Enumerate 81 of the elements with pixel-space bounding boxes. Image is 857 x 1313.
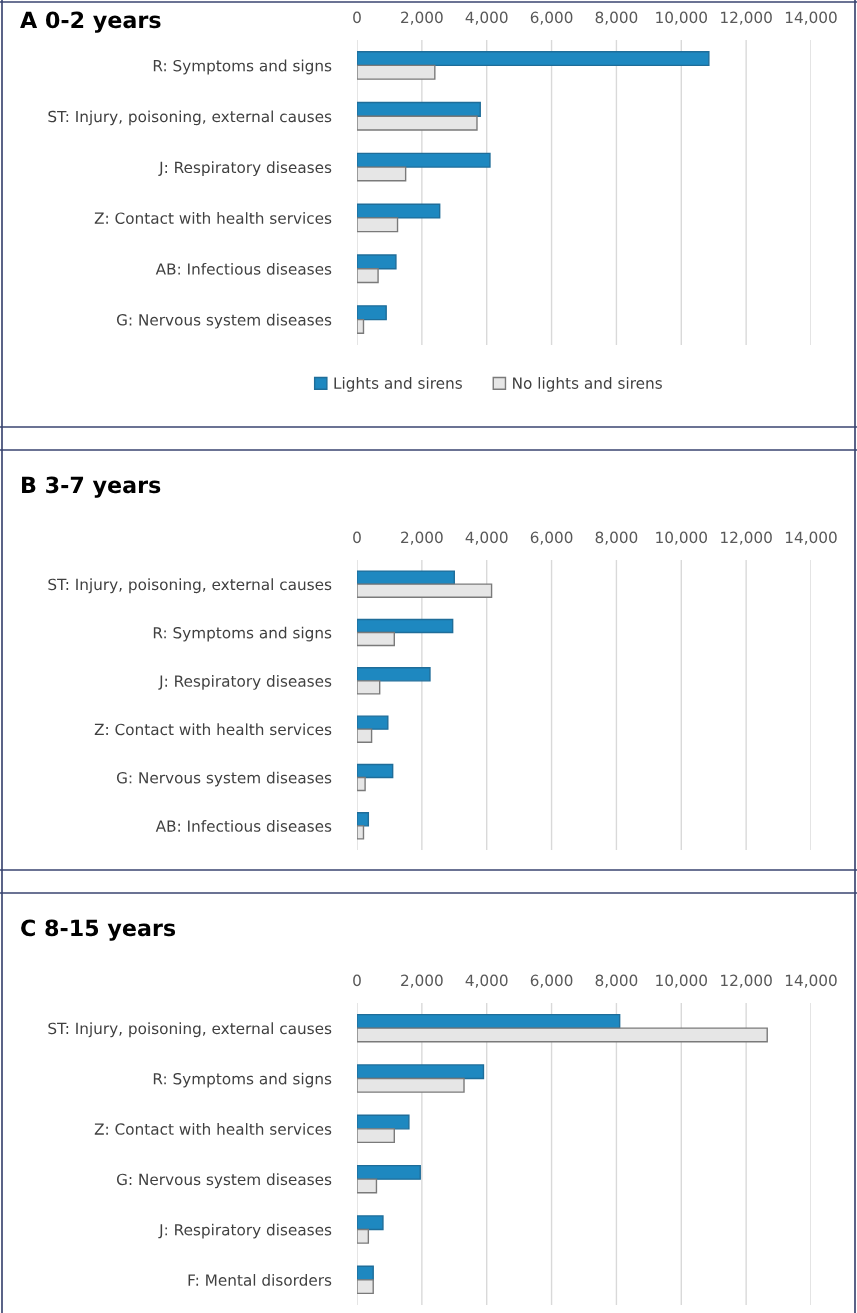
bar	[357, 728, 373, 743]
x-tick-label: 2,000	[401, 11, 443, 25]
bar	[357, 166, 407, 182]
y-tick-label: AB: Infectious diseases	[155, 262, 332, 275]
x-tick-label: 6,000	[530, 974, 573, 988]
bar	[357, 667, 431, 682]
x-tick-label: 6,000	[530, 531, 573, 545]
bar	[357, 115, 478, 131]
x-tick-label: 10,000	[656, 11, 707, 25]
bar	[357, 1178, 378, 1194]
bar	[357, 680, 381, 695]
bar	[357, 583, 493, 598]
x-tick-label: 0	[353, 11, 361, 24]
y-tick-label: G: Nervous system diseases	[116, 1173, 332, 1189]
x-tick-label: 8,000	[595, 11, 638, 25]
y-tick-label: G: Nervous system diseases	[116, 313, 332, 329]
bar	[357, 1027, 768, 1043]
y-tick-label: Z: Contact with health services	[94, 1123, 332, 1135]
y-tick-label: Z: Contact with health services	[94, 212, 332, 224]
text: B 3-7 years	[22, 476, 161, 498]
x-tick-label: 12,000	[721, 531, 772, 545]
x-tick-label: 0	[353, 974, 361, 987]
bar	[357, 1215, 384, 1231]
bar	[357, 305, 387, 321]
x-tick-label: 2,000	[401, 974, 443, 988]
text: A 0-2 years	[20, 11, 161, 33]
y-tick-label: Z: Contact with health services	[94, 723, 332, 736]
y-tick-label: J: Respiratory diseases	[158, 161, 332, 177]
legend-label: No lights and sirens	[513, 377, 662, 392]
bar	[357, 618, 454, 634]
bar	[357, 1064, 485, 1080]
x-tick-label: 8,000	[595, 974, 638, 988]
x-tick-label: 10,000	[656, 974, 707, 988]
bar	[357, 152, 491, 168]
bar	[357, 631, 395, 647]
y-tick-label: R: Symptoms and signs	[153, 1072, 332, 1088]
bar	[357, 1077, 465, 1093]
bar	[357, 64, 436, 80]
x-tick-label: 14,000	[785, 531, 837, 545]
bar	[357, 1128, 395, 1144]
x-tick-label: 10,000	[656, 531, 707, 545]
x-tick-label: 12,000	[721, 11, 772, 25]
bar	[357, 570, 455, 585]
x-tick-label: 6,000	[530, 11, 573, 25]
x-tick-label: 8,000	[595, 531, 638, 545]
legend-label: Lights and sirens	[334, 377, 462, 392]
y-tick-label: ST: Injury, poisoning, external causes	[48, 110, 332, 126]
y-tick-label: R: Symptoms and signs	[153, 626, 332, 642]
y-tick-label: ST: Injury, poisoning, external causes	[48, 1022, 332, 1038]
y-tick-label: J: Respiratory diseases	[158, 1223, 332, 1239]
y-tick-label: ST: Injury, poisoning, external causes	[48, 578, 332, 594]
bar	[357, 50, 710, 67]
y-tick-label: J: Respiratory diseases	[158, 675, 332, 690]
bar	[357, 254, 397, 270]
bar	[357, 203, 441, 219]
bar	[357, 776, 366, 792]
bar	[357, 715, 389, 730]
x-tick-label: 4,000	[465, 974, 508, 988]
bar	[357, 1114, 410, 1130]
bar	[357, 812, 370, 827]
y-tick-label: AB: Infectious diseases	[155, 820, 332, 832]
bar	[357, 1164, 421, 1180]
bar	[357, 318, 365, 335]
x-tick-label: 4,000	[465, 531, 508, 545]
bar	[357, 217, 399, 233]
y-tick-label: F: Mental disorders	[188, 1274, 332, 1286]
x-tick-label: 4,000	[465, 11, 508, 25]
x-tick-label: 0	[353, 531, 361, 544]
y-tick-label: R: Symptoms and signs	[153, 59, 332, 75]
bar	[357, 825, 365, 840]
bar	[357, 1279, 374, 1295]
bar	[357, 268, 379, 284]
bar	[357, 763, 394, 779]
x-tick-label: 14,000	[785, 974, 837, 988]
x-tick-label: 2,000	[401, 531, 443, 545]
y-tick-label: G: Nervous system diseases	[116, 771, 332, 787]
x-tick-label: 12,000	[721, 974, 772, 988]
bar	[357, 101, 481, 117]
x-tick-label: 14,000	[785, 11, 837, 25]
bar	[357, 1228, 370, 1244]
text: C 8-15 years	[21, 919, 176, 941]
